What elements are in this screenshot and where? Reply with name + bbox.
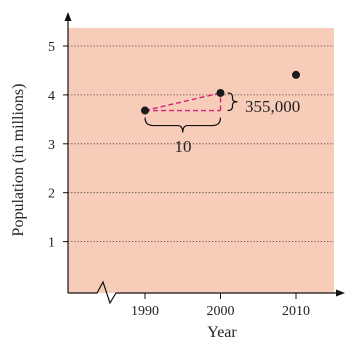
x-axis-arrow: [336, 289, 345, 297]
run-brace: [144, 117, 222, 133]
y-tick-label-3: 3: [48, 138, 55, 153]
plot-background: [68, 28, 334, 293]
data-point-2010: [292, 70, 300, 79]
annotations: [144, 92, 238, 133]
tick-labels: 1 2 3 4 5 1990 2000 2010: [48, 40, 310, 319]
y-tick-label-1: 1: [48, 236, 55, 251]
data-points: [141, 70, 300, 115]
gridlines: [68, 45, 334, 243]
rise-brace: [227, 92, 238, 112]
x-tick-label-1990: 1990: [131, 304, 159, 319]
data-point-1990: [141, 106, 149, 115]
rise-label: 355,000: [245, 97, 300, 116]
x-tick-label-2000: 2000: [207, 304, 235, 319]
secant-line: [144, 92, 221, 112]
data-point-2000: [216, 88, 225, 97]
y-tick-label-2: 2: [48, 187, 55, 202]
x-axis-line: [68, 280, 338, 305]
run-label: 10: [175, 137, 192, 156]
y-axis-title: Population (in millions): [10, 84, 27, 237]
y-tick-label-5: 5: [48, 40, 55, 55]
y-axis-arrow: [64, 12, 72, 21]
axes: [63, 12, 345, 305]
y-tick-label-4: 4: [48, 89, 55, 104]
x-tick-label-2010: 2010: [282, 304, 310, 319]
x-axis-title: Year: [207, 324, 237, 341]
